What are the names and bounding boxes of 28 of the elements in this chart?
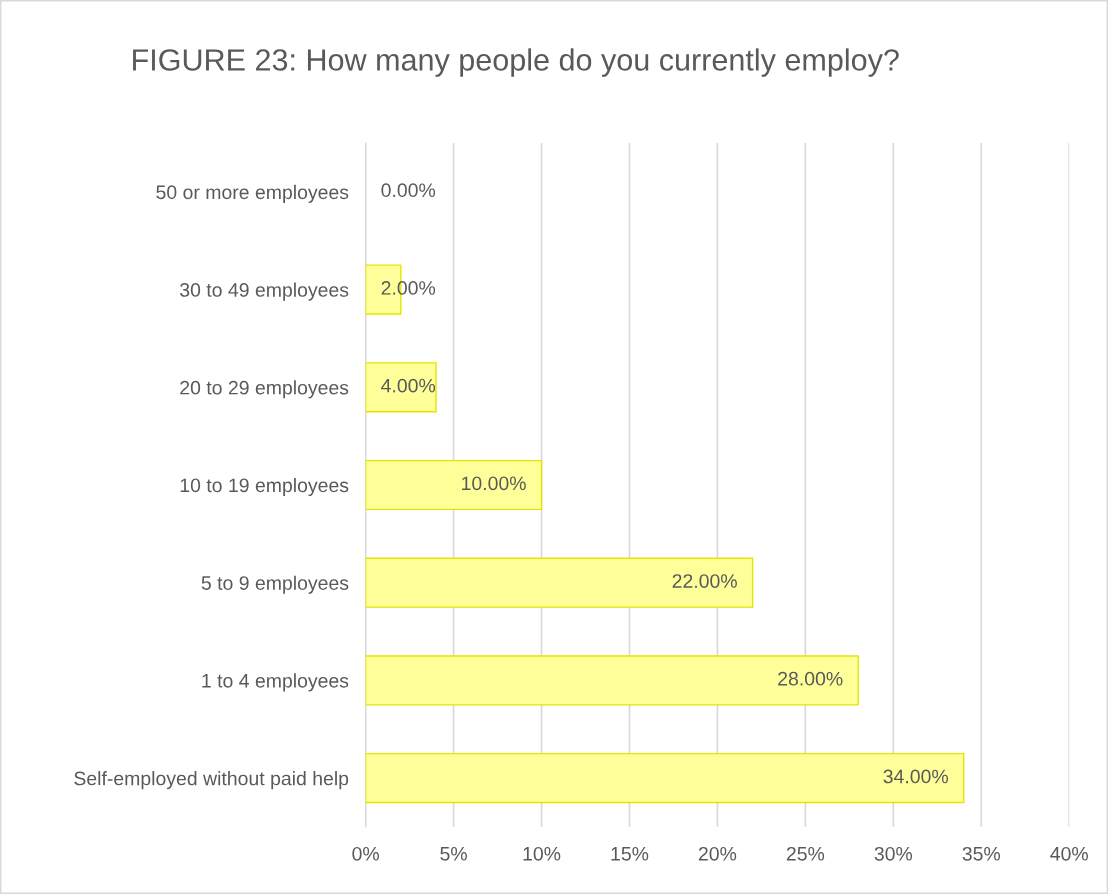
y-tick-label: 20 to 29 employees — [180, 380, 349, 399]
x-tick-label: 0% — [352, 846, 379, 861]
data-label: 28.00% — [778, 671, 843, 686]
x-tick-label: 5% — [440, 846, 467, 861]
x-tick-label: 10% — [523, 846, 561, 861]
y-tick-label: 50 or more employees — [156, 184, 349, 203]
data-label: 10.00% — [462, 476, 526, 491]
x-tick-label: 25% — [786, 846, 825, 861]
y-tick-label: 10 to 19 employees — [180, 477, 349, 497]
bar — [365, 459, 543, 511]
y-tick-label: 5 to 9 employees — [201, 575, 349, 594]
data-label: 34.00% — [883, 769, 948, 784]
bar — [365, 752, 965, 804]
data-label: 0.00% — [381, 183, 436, 198]
data-label: 4.00% — [381, 378, 436, 393]
bar — [365, 362, 437, 413]
data-label: 22.00% — [672, 574, 737, 588]
x-tick-label: 30% — [874, 846, 913, 861]
bar — [365, 655, 859, 706]
bar — [365, 557, 754, 608]
x-tick-label: 40% — [1050, 846, 1088, 861]
chart-title: FIGURE 23: How many people do you currently employ? — [133, 48, 899, 77]
x-tick-label: 20% — [698, 846, 737, 861]
x-tick-label: 35% — [962, 846, 1001, 861]
y-tick-label: 30 to 49 employees — [180, 282, 349, 301]
y-tick-label: Self-employed without paid help — [74, 771, 349, 790]
y-tick-label: 1 to 4 employees — [202, 673, 349, 692]
x-tick-label: 15% — [611, 846, 649, 861]
